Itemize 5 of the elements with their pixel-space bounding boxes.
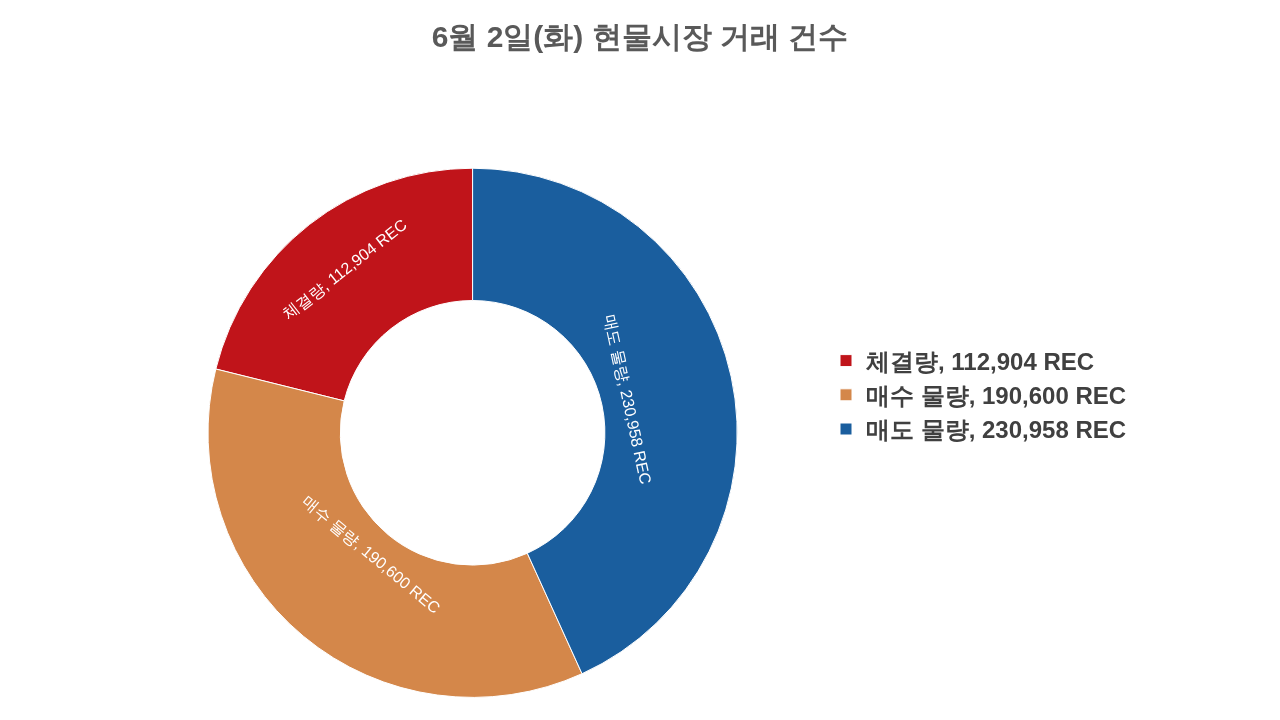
legend-label: 체결량, 112,904 REC (866, 347, 1095, 375)
slice-label: 매도 물량, 230,958 REC (600, 312, 655, 486)
legend-label: 매도 물량, 230,958 REC (866, 416, 1127, 444)
legend-label: 매수 물량, 190,600 REC (866, 382, 1127, 410)
chart-title: 6월 2일(화) 현물시장 거래 건수 (431, 19, 849, 53)
